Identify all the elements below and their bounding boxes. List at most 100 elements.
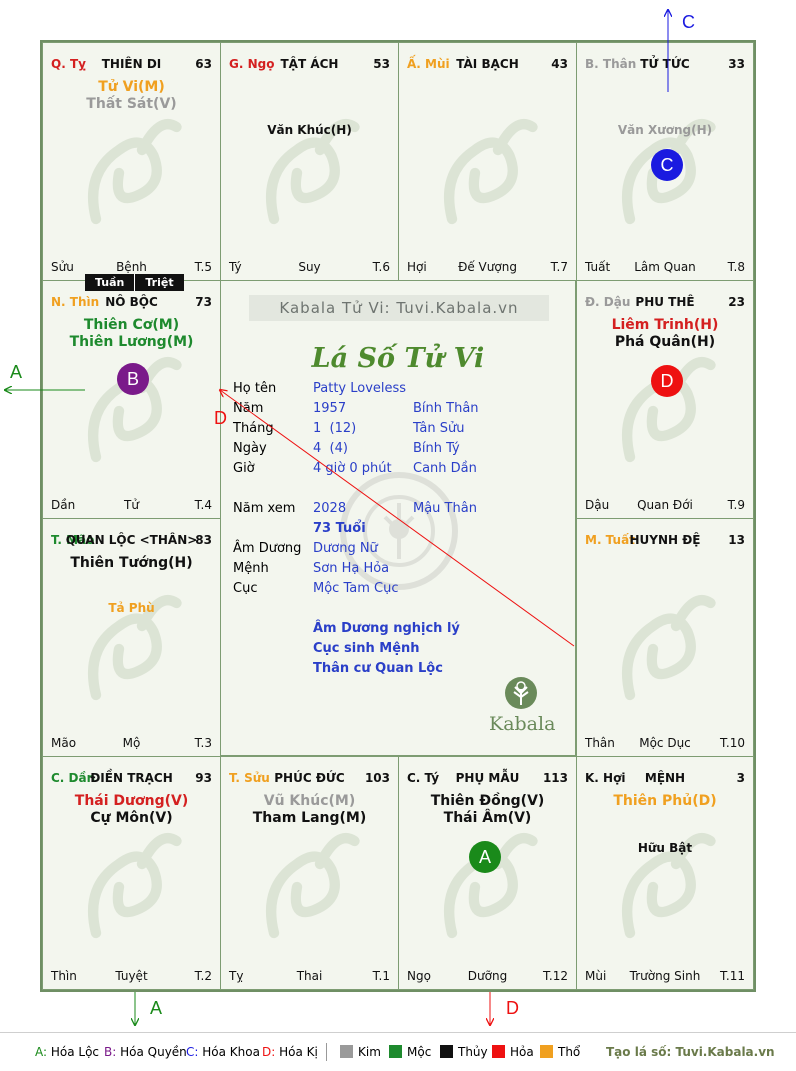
kabala-logo-icon — [505, 677, 537, 709]
palace-name: PHỤ MẪU — [455, 771, 520, 785]
legend-hoa: Hỏa — [492, 1045, 534, 1059]
value-ngay: 4 (4) — [313, 441, 348, 456]
brand-banner: Kabala Tử Vi: Tuvi.Kabala.vn — [249, 295, 549, 321]
legend-hoa-quyen: B: Hóa Quyền — [104, 1045, 187, 1059]
tho-swatch-icon — [540, 1045, 553, 1058]
palace-cell: G. Ngọ TẬT ÁCH 53 Văn Khúc(H) Tý Suy T.6 — [220, 42, 399, 281]
palace-foot-left: Mão — [51, 736, 77, 750]
minor-star: Tả Phù — [108, 601, 155, 615]
major-star: Tham Lang(M) — [252, 810, 367, 826]
zodiac-watermark-icon — [622, 357, 716, 463]
major-star: Thiên Cơ(M) — [83, 317, 180, 333]
palace-age: 73 — [195, 295, 212, 309]
palace-name: TÀI BẠCH — [456, 57, 519, 71]
label-ho-ten: Họ tên — [233, 381, 277, 396]
value-tuoi: 73 Tuổi — [313, 521, 366, 536]
canchi-ngay: Bính Tý — [413, 441, 460, 456]
legend-site-link[interactable]: Tạo lá số: Tuvi.Kabala.vn — [606, 1045, 775, 1059]
chart-title: Lá Số Tử Vi — [311, 343, 485, 374]
palace-cell: T. Sửu PHÚC ĐỨC 103 Vũ Khúc(M) Tham Lang(M) T… — [220, 756, 399, 990]
zodiac-watermark-icon — [444, 833, 538, 939]
palace-cell: Đ. Dậu PHU THÊ 23 Liêm Trinh(H) Phá Quân(H) D… — [576, 280, 754, 519]
palace-foot-center: Tuyệt — [115, 969, 148, 983]
palace-foot-right: T.10 — [720, 736, 745, 750]
palace-foot-left: Tỵ — [229, 969, 244, 983]
palace-cell: Q. Tỵ THIÊN DI 63 Tử Vi(M) Thất Sát(V) Sửu Bện… — [42, 42, 221, 281]
palace-name: PHU THÊ — [635, 295, 695, 309]
label-nam: Năm — [233, 401, 264, 416]
palace-name: TỬ TỨC — [640, 57, 690, 71]
transformation-badge: C — [651, 149, 683, 181]
transformation-badge: A — [469, 841, 501, 873]
canchi-nam-xem: Mậu Thân — [413, 501, 477, 516]
palace-foot-center: Trường Sinh — [629, 969, 701, 983]
zodiac-watermark-icon — [622, 595, 716, 701]
note-3: Thân cư Quan Lộc — [313, 661, 443, 676]
palace-foot-left: Tý — [229, 260, 242, 274]
palace-age: 93 — [195, 771, 212, 785]
palace-cell: T. Mão QUAN LỘC <THÂN> 83 Thiên Tướng(H) Tả … — [42, 518, 221, 757]
palace-name: MỆNH — [644, 771, 686, 785]
label-ngay: Ngày — [233, 441, 267, 456]
zodiac-watermark-icon — [622, 119, 716, 225]
transformation-badge: D — [651, 365, 683, 397]
palace-branch: B. Thân — [585, 57, 637, 71]
canchi-thang: Tân Sửu — [413, 421, 465, 436]
major-star: Thiên Phủ(D) — [613, 793, 717, 809]
palace-branch: Q. Tỵ — [51, 57, 86, 71]
thuy-swatch-icon — [440, 1045, 453, 1058]
palace-cell: C. Dần ĐIỀN TRẠCH 93 Thái Dương(V) Cự Môn(V)… — [42, 756, 221, 990]
value-menh: Sơn Hạ Hỏa — [313, 561, 390, 576]
palace-foot-left: Dần — [51, 498, 76, 512]
palace-name: NÔ BỘC — [105, 295, 158, 309]
palace-foot-left: Mùi — [585, 969, 607, 983]
arrow-label-d-bottom: D — [506, 998, 519, 1018]
horoscope-chart: Q. Tỵ THIÊN DI 63 Tử Vi(M) Thất Sát(V) Sửu Bện… — [40, 40, 756, 992]
legend-hoa-loc: A: Hóa Lộc — [35, 1045, 100, 1059]
value-thang: 1 (12) — [313, 421, 357, 436]
major-star: Thiên Đồng(V) — [430, 793, 545, 809]
minor-star: Văn Khúc(H) — [267, 123, 352, 137]
palace-age: 83 — [195, 533, 212, 547]
palace-foot-right: T.1 — [372, 969, 390, 983]
palace-branch: T. Sửu — [229, 771, 270, 785]
minor-star: Văn Xương(H) — [617, 123, 713, 137]
palace-age: 53 — [373, 57, 390, 71]
palace-foot-center: Tử — [124, 498, 139, 512]
major-star: Vũ Khúc(M) — [263, 793, 356, 809]
palace-foot-right: T.12 — [543, 969, 568, 983]
legend-hoa-ki: D: Hóa Kị — [262, 1045, 318, 1059]
palace-foot-left: Sửu — [51, 260, 74, 274]
palace-age: 113 — [542, 771, 568, 785]
palace-age: 43 — [551, 57, 568, 71]
major-star: Thiên Lương(M) — [69, 334, 194, 350]
palace-branch: T. Mão — [51, 533, 95, 547]
palace-foot-left: Thìn — [51, 969, 77, 983]
zodiac-watermark-icon — [622, 833, 716, 939]
palace-foot-right: T.11 — [720, 969, 745, 983]
palace-branch: C. Tý — [407, 771, 440, 785]
palace-foot-center: Thai — [296, 969, 323, 983]
arrow-label-d-center: D — [214, 408, 227, 428]
kim-swatch-icon — [340, 1045, 353, 1058]
value-am-duong: Dương Nữ — [313, 541, 378, 556]
note-1: Âm Dương nghịch lý — [313, 621, 460, 636]
palace-foot-left: Hợi — [407, 260, 427, 274]
palace-foot-right: T.5 — [194, 260, 212, 274]
palace-age: 23 — [728, 295, 745, 309]
palace-age: 33 — [728, 57, 745, 71]
zodiac-watermark-icon — [88, 357, 182, 463]
palace-name: TẬT ÁCH — [280, 57, 339, 71]
label-nam-xem: Năm xem — [233, 501, 296, 516]
major-star: Thất Sát(V) — [86, 96, 177, 112]
palace-age: 103 — [364, 771, 390, 785]
label-am-duong: Âm Dương — [233, 541, 302, 556]
legend-moc: Mộc — [389, 1045, 431, 1059]
palace-foot-left: Thân — [585, 736, 615, 750]
palace-name: ĐIỀN TRẠCH — [90, 771, 173, 785]
zodiac-watermark-icon — [88, 833, 182, 939]
palace-foot-left: Ngọ — [407, 969, 431, 983]
logo-text: Kabala — [489, 713, 556, 735]
palace-foot-center: Đế Vượng — [458, 260, 517, 274]
moc-swatch-icon — [389, 1045, 402, 1058]
